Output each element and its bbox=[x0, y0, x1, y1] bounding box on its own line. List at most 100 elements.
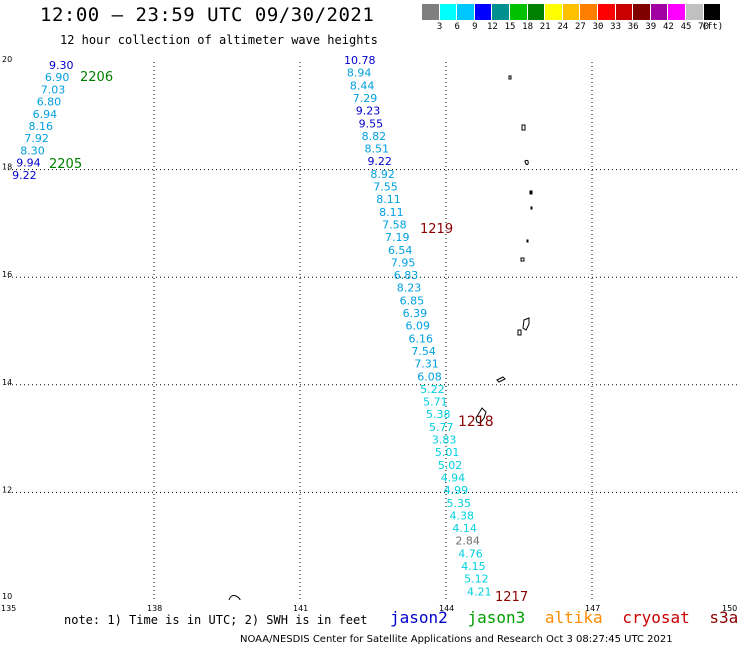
wave-height-value: 6.39 bbox=[403, 307, 428, 320]
island bbox=[526, 239, 529, 243]
island bbox=[530, 206, 533, 210]
x-tick-label: 150 bbox=[722, 604, 737, 613]
x-tick-label: 147 bbox=[585, 604, 600, 613]
wave-height-value: 6.90 bbox=[45, 71, 70, 84]
legend-swatch bbox=[580, 4, 598, 20]
wave-height-value: 7.54 bbox=[411, 345, 436, 358]
satellite-legend: jason2 jason3 altika cryosat s3a bbox=[390, 608, 740, 627]
legend-label: 15 bbox=[504, 22, 516, 32]
island bbox=[475, 407, 487, 424]
wave-height-value: 5.01 bbox=[435, 446, 460, 459]
y-tick-label: 14 bbox=[2, 378, 12, 387]
legend-label: 70 bbox=[698, 22, 710, 32]
grid-lines bbox=[8, 62, 738, 600]
legend-swatch bbox=[509, 4, 528, 20]
legend-label: 3 bbox=[436, 22, 443, 32]
axis-ticks: 135 138 141 144 147 150 10 12 14 16 18 20 bbox=[1, 55, 737, 613]
wave-height-value: 7.95 bbox=[391, 256, 416, 269]
y-tick-label: 16 bbox=[2, 270, 12, 279]
wave-height-value: 5.12 bbox=[464, 573, 489, 586]
legend-label: 36 bbox=[627, 22, 639, 32]
legend-swatch bbox=[545, 4, 563, 20]
wave-height-value: 5.22 bbox=[420, 383, 445, 396]
pass-time-label: 1217 bbox=[495, 590, 528, 605]
legend-swatch bbox=[633, 4, 651, 20]
wave-height-value: 9.94 bbox=[16, 157, 41, 170]
wave-height-value: 7.29 bbox=[353, 92, 378, 105]
wave-height-value: 6.16 bbox=[408, 332, 433, 345]
x-tick-label: 138 bbox=[147, 604, 162, 613]
island bbox=[529, 190, 533, 195]
wave-height-value: 7.92 bbox=[24, 132, 49, 145]
wave-height-value: 9.30 bbox=[49, 59, 74, 72]
legend-label: 42 bbox=[662, 22, 674, 32]
legend-swatch bbox=[527, 4, 546, 20]
color-legend-labels: 3 6 9 12 15 18 21 24 27 30 33 36 39 42 45 70 (ft) bbox=[422, 22, 740, 36]
legend-label: 9 bbox=[472, 22, 478, 32]
wave-height-value: 7.58 bbox=[382, 218, 407, 231]
legend-label: 27 bbox=[574, 22, 586, 32]
sat-cryosat: cryosat bbox=[622, 608, 690, 627]
legend-swatch bbox=[650, 4, 669, 20]
wave-height-value: 8.11 bbox=[376, 193, 401, 206]
island bbox=[520, 257, 525, 262]
x-tick-label: 141 bbox=[293, 604, 308, 613]
wave-height-value: 4.38 bbox=[449, 509, 474, 522]
color-legend-bar bbox=[422, 4, 722, 20]
pass-time-label: 2206 bbox=[80, 70, 113, 85]
legend-label: 12 bbox=[486, 22, 498, 32]
credit-line: NOAA/NESDIS Center for Satellite Applica… bbox=[240, 634, 673, 645]
wave-height-value: 4.76 bbox=[458, 547, 483, 560]
wave-height-value: 8.82 bbox=[362, 130, 387, 143]
legend-swatch bbox=[685, 4, 704, 20]
island bbox=[517, 317, 530, 336]
legend-label: 24 bbox=[557, 22, 569, 32]
legend-label: 6 bbox=[454, 22, 460, 32]
legend-swatch bbox=[703, 4, 722, 20]
wave-height-value: 6.85 bbox=[400, 294, 425, 307]
wave-height-value: 7.03 bbox=[41, 83, 66, 96]
wave-height-value: 7.55 bbox=[373, 181, 398, 194]
legend-label: 30 bbox=[592, 22, 604, 32]
wave-height-value: 6.54 bbox=[388, 244, 413, 257]
legend-swatch bbox=[439, 4, 458, 20]
wave-height-value: 8.44 bbox=[350, 79, 375, 92]
wave-height-value: 10.78 bbox=[344, 54, 376, 67]
wave-height-value: 4.99 bbox=[444, 484, 469, 497]
y-tick-label: 12 bbox=[2, 485, 12, 494]
island bbox=[496, 376, 506, 383]
wave-height-value: 8.16 bbox=[29, 120, 54, 133]
legend-swatch bbox=[615, 4, 634, 20]
wave-height-value: 4.21 bbox=[467, 585, 492, 598]
island bbox=[508, 75, 512, 80]
wave-height-value: 8.51 bbox=[365, 143, 390, 156]
sat-jason3: jason3 bbox=[467, 608, 526, 627]
x-tick-label: 135 bbox=[1, 604, 16, 613]
wave-height-value: 6.09 bbox=[406, 320, 431, 333]
pass-time-labels: 2206 2205 1219 1218 1217 bbox=[49, 70, 528, 605]
wave-height-value: 7.19 bbox=[385, 231, 410, 244]
map-subtitle: 12 hour collection of altimeter wave hei… bbox=[60, 33, 378, 47]
y-tick-label: 10 bbox=[2, 592, 12, 601]
island bbox=[521, 124, 526, 131]
wave-height-value: 3.83 bbox=[432, 434, 457, 447]
legend-label: 39 bbox=[645, 22, 657, 32]
island bbox=[228, 595, 241, 601]
y-tick-label: 18 bbox=[2, 163, 12, 172]
wave-height-value: 5.77 bbox=[429, 421, 454, 434]
wave-height-value: 8.94 bbox=[347, 67, 372, 80]
x-tick-label: 144 bbox=[439, 604, 454, 613]
legend-label: 21 bbox=[539, 22, 551, 32]
legend-swatch bbox=[474, 4, 493, 20]
legend-swatch bbox=[457, 4, 475, 20]
wave-height-value: 9.22 bbox=[12, 169, 36, 182]
legend-swatch bbox=[422, 4, 440, 20]
wave-height-value: 4.94 bbox=[441, 471, 466, 484]
wave-height-value: 8.30 bbox=[20, 144, 45, 157]
legend-label: 45 bbox=[680, 22, 692, 32]
sat-s3a: s3a bbox=[709, 608, 739, 627]
pass-time-label: 1218 bbox=[458, 414, 494, 430]
footer-note: note: 1) Time is in UTC; 2) SWH is in fe… bbox=[64, 613, 368, 627]
wave-height-value: 5.71 bbox=[423, 396, 448, 409]
